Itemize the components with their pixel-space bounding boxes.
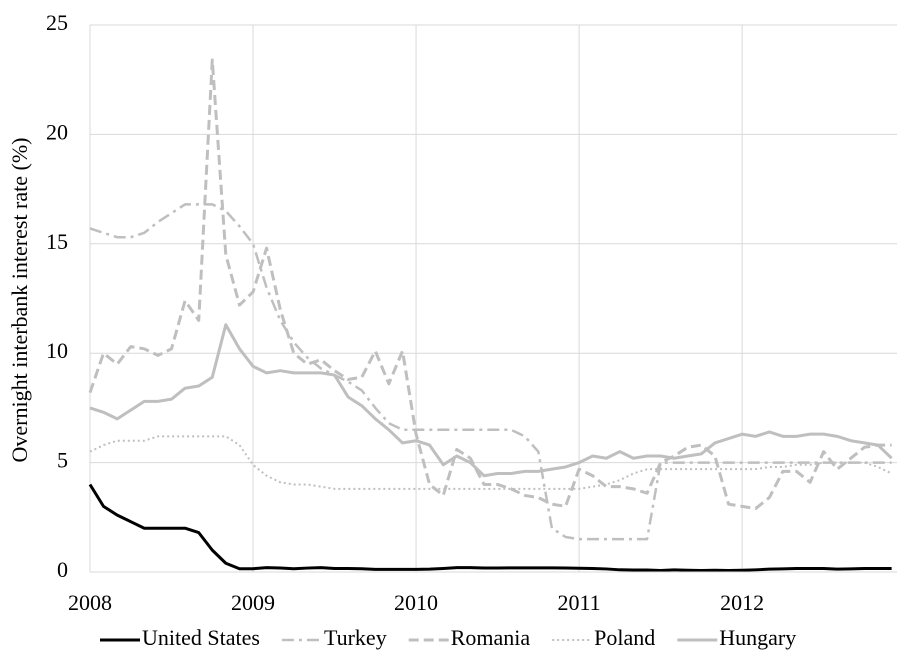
legend-label: Poland (594, 625, 655, 650)
x-tick-label: 2009 (231, 590, 275, 615)
x-tick-label: 2012 (720, 590, 764, 615)
x-tick-label: 2011 (557, 590, 600, 615)
y-tick-label: 25 (46, 10, 68, 35)
y-axis-label: Overnight interbank interest rate (%) (7, 138, 32, 463)
y-tick-label: 5 (57, 448, 68, 473)
line (89, 435, 893, 490)
legend-label: Romania (451, 625, 531, 650)
line (88, 58, 892, 511)
line (88, 483, 892, 572)
x-tick-label: 2008 (68, 590, 112, 615)
x-tick-label: 2010 (394, 590, 438, 615)
y-tick-label: 15 (46, 229, 68, 254)
line (89, 203, 892, 541)
y-tick-label: 20 (46, 119, 68, 144)
legend-label: United States (142, 625, 260, 650)
legend-label: Hungary (719, 625, 796, 650)
y-tick-label: 10 (46, 338, 68, 363)
y-tick-label: 0 (57, 557, 68, 582)
legend-label: Turkey (324, 625, 387, 650)
line (89, 323, 893, 478)
